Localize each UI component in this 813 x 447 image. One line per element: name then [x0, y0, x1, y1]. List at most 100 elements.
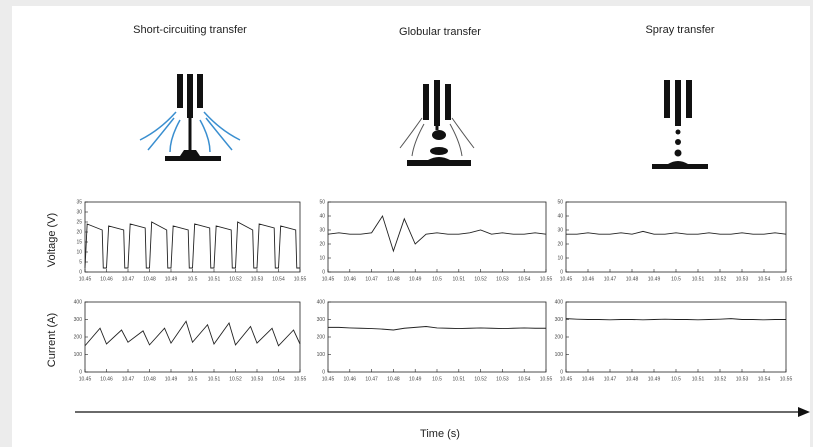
data-line [565, 318, 786, 321]
x-tick-label: 10.45 [322, 376, 335, 382]
x-tick-label: 10.48 [626, 276, 639, 282]
y-tick-label: 400 [74, 299, 83, 305]
y-tick-label: 300 [74, 317, 83, 323]
data-line [328, 326, 546, 331]
x-tick-label: 10.47 [365, 276, 378, 282]
x-tick-label: 10.49 [409, 276, 422, 282]
x-tick-label: 10.49 [648, 276, 661, 282]
x-tick-label: 10.5 [432, 376, 442, 382]
x-tick-label: 10.45 [79, 276, 92, 282]
y-tick-label: 100 [555, 352, 564, 358]
x-tick-label: 10.5 [671, 376, 681, 382]
y-tick-label: 0 [79, 269, 82, 275]
y-tick-label: 400 [317, 299, 326, 305]
y-tick-label: 10 [557, 255, 563, 261]
x-tick-label: 10.55 [540, 276, 553, 282]
x-tick-label: 10.45 [560, 376, 573, 382]
y-tick-label: 300 [317, 317, 326, 323]
x-tick-label: 10.54 [518, 376, 531, 382]
x-tick-label: 10.54 [758, 376, 771, 382]
x-tick-label: 10.47 [122, 376, 135, 382]
y-tick-label: 0 [560, 369, 563, 375]
x-tick-label: 10.52 [714, 276, 727, 282]
x-tick-label: 10.49 [648, 376, 661, 382]
y-tick-label: 20 [76, 229, 82, 235]
x-tick-label: 10.48 [387, 276, 400, 282]
time-arrowhead [798, 407, 810, 417]
panel [12, 6, 810, 447]
x-tick-label: 10.53 [496, 276, 509, 282]
y-tick-label: 30 [76, 209, 82, 215]
x-tick-label: 10.52 [229, 376, 242, 382]
x-tick-label: 10.51 [208, 376, 221, 382]
x-tick-label: 10.55 [780, 376, 793, 382]
y-tick-label: 20 [319, 241, 325, 247]
y-tick-label: 0 [322, 269, 325, 275]
x-tick-label: 10.55 [294, 376, 307, 382]
x-tick-label: 10.52 [474, 276, 487, 282]
data-line [327, 214, 547, 253]
x-tick-label: 10.54 [272, 276, 285, 282]
x-tick-label: 10.47 [365, 376, 378, 382]
x-tick-label: 10.49 [409, 376, 422, 382]
x-tick-label: 10.52 [474, 376, 487, 382]
y-tick-label: 0 [560, 269, 563, 275]
x-tick-label: 10.5 [188, 376, 198, 382]
y-tick-label: 10 [319, 255, 325, 261]
x-tick-label: 10.48 [143, 376, 156, 382]
x-tick-label: 10.48 [626, 376, 639, 382]
x-tick-label: 10.49 [165, 376, 178, 382]
y-tick-label: 200 [555, 334, 564, 340]
y-tick-label: 40 [319, 213, 325, 219]
x-tick-label: 10.47 [122, 276, 135, 282]
y-tick-label: 30 [557, 227, 563, 233]
column-title: Short-circuiting transfer [133, 24, 247, 36]
x-tick-label: 10.45 [79, 376, 92, 382]
y-tick-label: 50 [557, 199, 563, 205]
x-tick-label: 10.5 [188, 276, 198, 282]
y-tick-label: 0 [79, 369, 82, 375]
x-tick-label: 10.52 [714, 376, 727, 382]
x-tick-label: 10.51 [453, 276, 466, 282]
x-tick-label: 10.54 [272, 376, 285, 382]
y-tick-label: 300 [555, 317, 564, 323]
y-tick-label: 30 [319, 227, 325, 233]
y-tick-label: 5 [79, 259, 82, 265]
x-tick-label: 10.5 [671, 276, 681, 282]
x-tick-label: 10.51 [453, 376, 466, 382]
column-title: Globular transfer [399, 26, 481, 38]
y-tick-label: 20 [557, 241, 563, 247]
short-circuit-diagram [139, 74, 241, 161]
x-tick-label: 10.53 [496, 376, 509, 382]
x-tick-label: 10.47 [604, 376, 617, 382]
x-tick-label: 10.53 [736, 276, 749, 282]
data-line [84, 320, 301, 347]
x-tick-label: 10.54 [518, 276, 531, 282]
x-tick-label: 10.51 [208, 276, 221, 282]
spray-diagram [652, 80, 708, 169]
x-tick-label: 10.55 [780, 276, 793, 282]
x-tick-label: 10.51 [692, 376, 705, 382]
y-tick-label: 100 [74, 352, 83, 358]
x-tick-label: 10.46 [582, 276, 595, 282]
y-tick-label: 35 [76, 199, 82, 205]
x-axis-label: Time (s) [420, 428, 460, 440]
y-tick-label: 200 [74, 334, 83, 340]
x-tick-label: 10.46 [344, 376, 357, 382]
x-tick-label: 10.51 [692, 276, 705, 282]
x-tick-label: 10.45 [560, 276, 573, 282]
x-tick-label: 10.48 [387, 376, 400, 382]
x-tick-label: 10.53 [251, 376, 264, 382]
y-tick-label: 200 [317, 334, 326, 340]
x-tick-label: 10.47 [604, 276, 617, 282]
globular-diagram [399, 80, 475, 166]
row-label: Current (A) [46, 313, 58, 367]
x-tick-label: 10.55 [540, 376, 553, 382]
data-line [566, 230, 787, 235]
x-tick-label: 10.53 [251, 276, 264, 282]
y-tick-label: 100 [317, 352, 326, 358]
x-tick-label: 10.46 [100, 376, 113, 382]
x-tick-label: 10.46 [344, 276, 357, 282]
